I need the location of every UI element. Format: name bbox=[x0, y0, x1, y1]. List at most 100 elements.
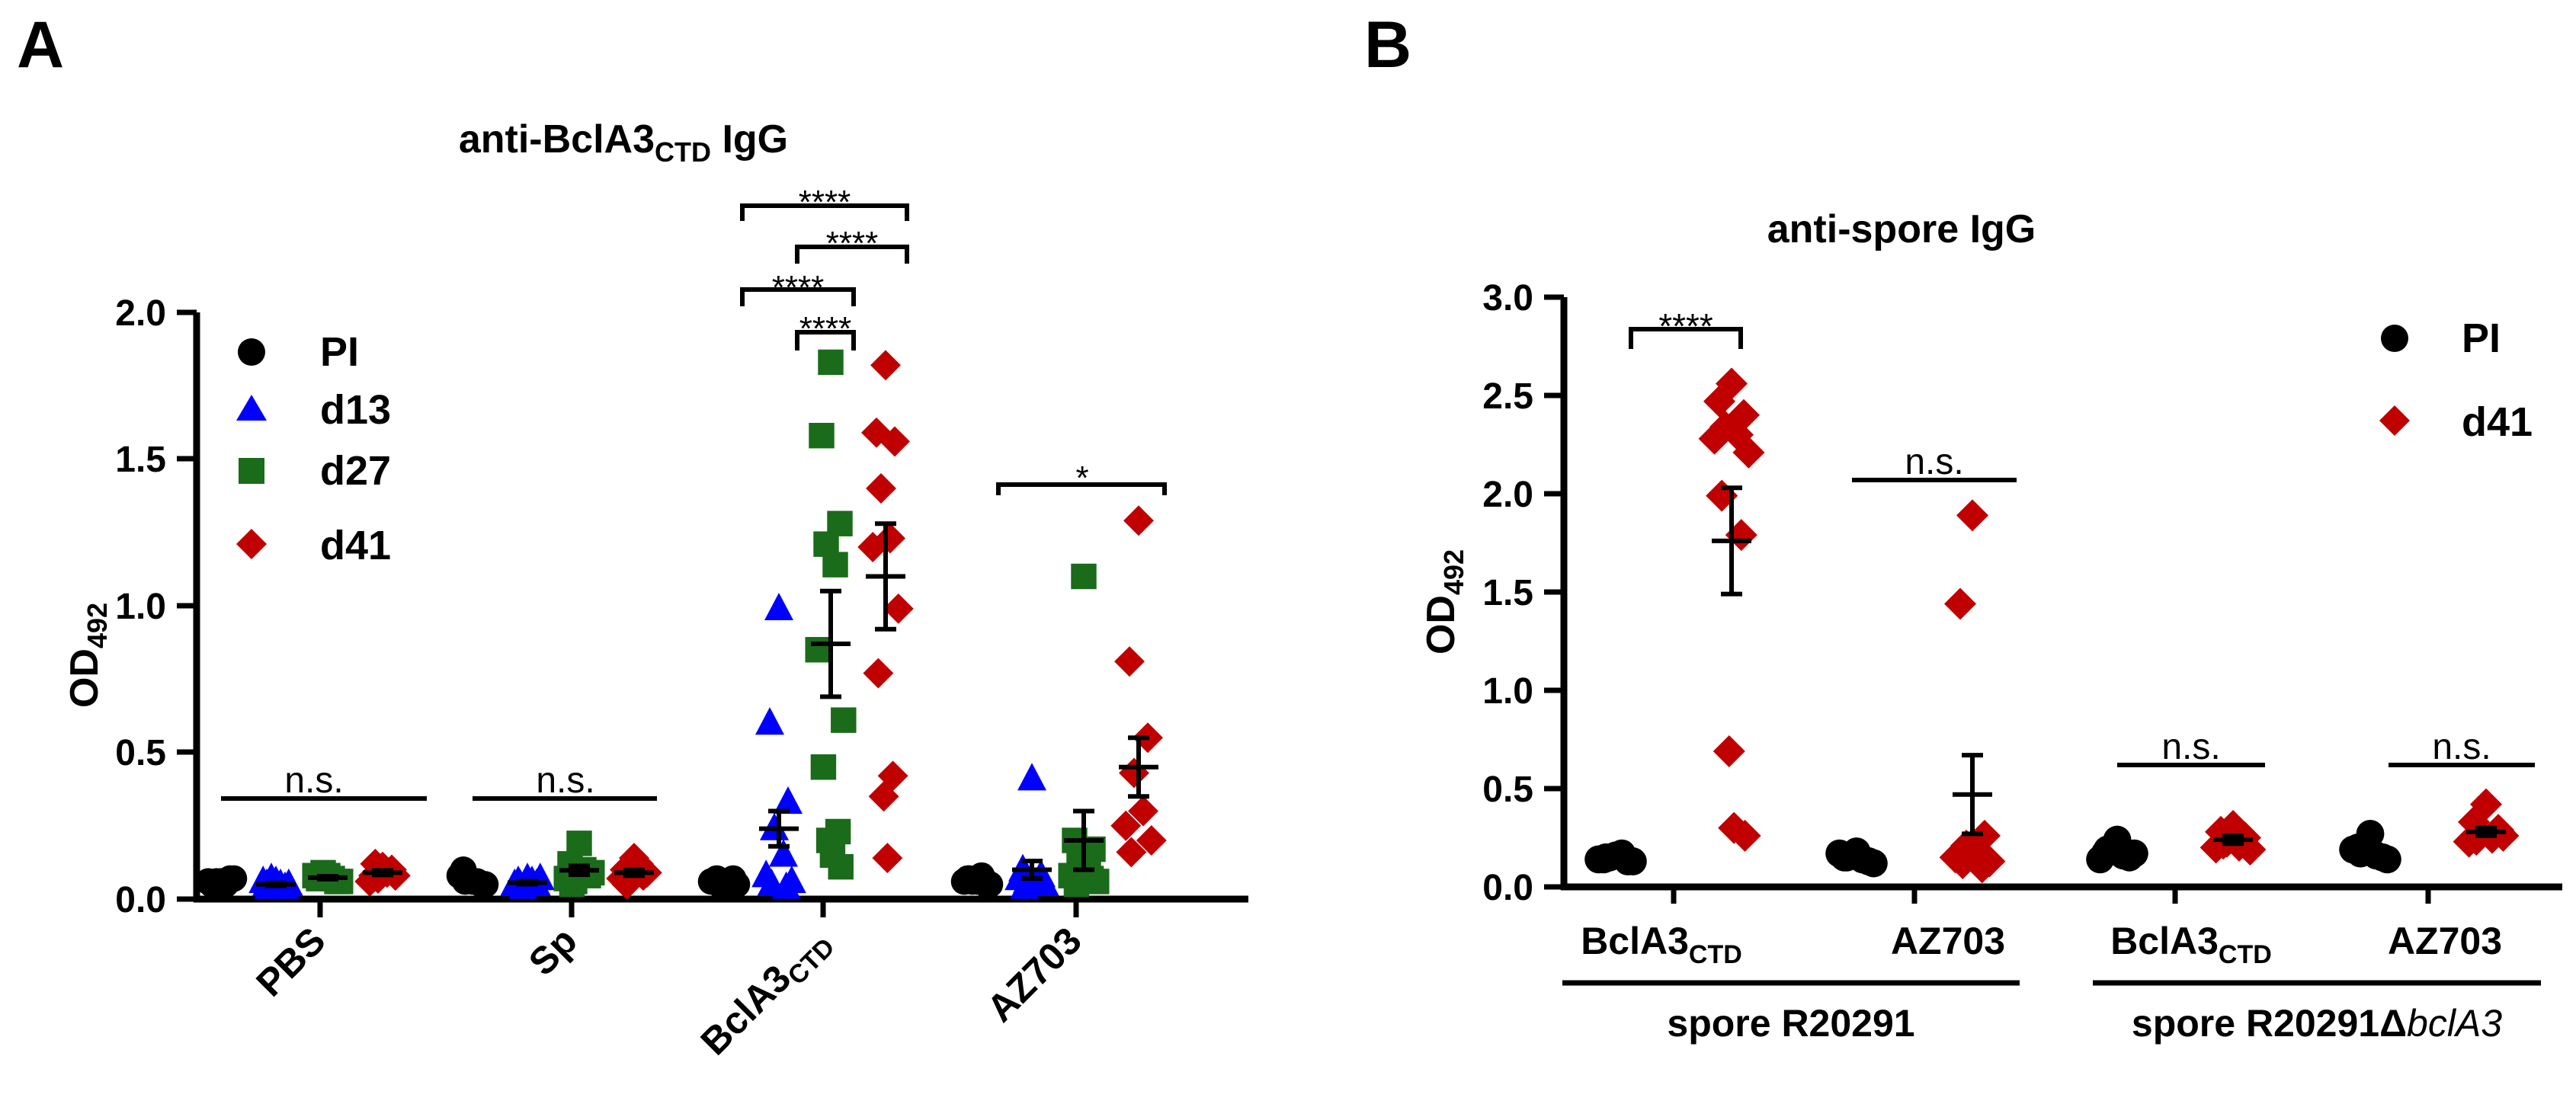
data-point-diamond bbox=[1116, 837, 1147, 868]
sig-bracket-bcla3-d13-d41 bbox=[795, 245, 909, 264]
panel-b-group-labels: spore R20291 spore R20291ΔbclA3 bbox=[1562, 980, 2541, 1045]
panel-b-y-tick-label: 0.0 bbox=[1482, 868, 1533, 908]
sig-label-bcla3-d13-d41: **** bbox=[826, 225, 879, 262]
panel-a-y-tick-label: 0.5 bbox=[115, 733, 166, 773]
group-label-r20291: spore R20291 bbox=[1667, 1002, 1914, 1045]
panel-b-x-tick-label: AZ703 bbox=[2388, 920, 2502, 962]
panel-b-y-axis-label: OD492 bbox=[1419, 549, 1469, 655]
panel-b-points bbox=[1584, 367, 2520, 884]
data-point-square bbox=[1071, 563, 1097, 590]
data-point-triangle bbox=[1010, 871, 1040, 899]
panel-b-y-tick-label: 2.5 bbox=[1482, 376, 1533, 417]
panel-b-significance: **** n.s. n.s. n.s. bbox=[1629, 306, 2535, 767]
data-point-diamond bbox=[1114, 646, 1145, 677]
panel-a-x-tick-label: AZ703 bbox=[979, 919, 1090, 1030]
legend-marker-triangle bbox=[236, 395, 267, 421]
legend-marker-square bbox=[239, 458, 264, 484]
data-point-diamond bbox=[1966, 851, 1998, 884]
data-point-diamond bbox=[861, 417, 892, 448]
panel-a-y-tick-label: 1.5 bbox=[115, 440, 166, 480]
panel-b-y-tick-label: 1.0 bbox=[1482, 671, 1533, 712]
sig-label-dbcla3-az703: n.s. bbox=[2432, 727, 2491, 767]
data-point-circle bbox=[723, 871, 751, 898]
sig-label-az703-pi-d41: * bbox=[1075, 459, 1088, 497]
sig-label-r20291-bcla3: **** bbox=[1658, 306, 1713, 346]
data-point-square bbox=[818, 349, 844, 376]
panel-b-y-tick-label: 3.0 bbox=[1482, 278, 1533, 318]
data-point-diamond bbox=[360, 848, 391, 879]
panel-a-label: A bbox=[17, 8, 64, 82]
data-point-triangle bbox=[769, 839, 798, 867]
data-point-diamond bbox=[380, 860, 411, 891]
panel-a-x-tick-label: PBS bbox=[248, 919, 333, 1004]
panel-b-legend: PI d41 bbox=[2379, 315, 2533, 445]
sig-bracket-r20291-bcla3 bbox=[1629, 327, 1743, 349]
data-point-diamond bbox=[1713, 735, 1745, 767]
sig-label-r20291-az703: n.s. bbox=[1905, 442, 1963, 482]
data-point-triangle bbox=[755, 707, 784, 735]
legend-marker-circle bbox=[238, 338, 265, 366]
panel-a-x-tick-label: BclA3CTD bbox=[693, 919, 841, 1067]
panel-a-title: anti-BclA3CTD IgG bbox=[459, 117, 788, 168]
panel-b-error-bars bbox=[1596, 485, 2506, 862]
data-point-diamond bbox=[866, 473, 896, 504]
panel-a: A anti-BclA3CTD IgG OD492 0.0 0.5 1.0 1.… bbox=[17, 8, 1248, 1067]
data-point-diamond bbox=[1128, 795, 1158, 827]
data-point-diamond bbox=[868, 781, 899, 812]
panel-b-y-ticks: 0.0 0.5 1.0 1.5 2.0 2.5 3.0 bbox=[1482, 278, 1564, 908]
legend-item-d41: d41 bbox=[236, 523, 391, 568]
sig-label-ns-sp: n.s. bbox=[536, 760, 594, 801]
data-point-triangle bbox=[771, 871, 801, 899]
sig-bracket-bcla3-pi-d41 bbox=[740, 203, 909, 221]
sig-label-bcla3-pi-d41: **** bbox=[799, 184, 851, 221]
sig-label-bcla3-pi-d27: **** bbox=[772, 269, 825, 306]
data-point-diamond bbox=[1123, 505, 1154, 536]
data-point-diamond bbox=[354, 866, 386, 897]
sig-bracket-bcla3-d13-d27 bbox=[795, 330, 856, 350]
data-point-diamond bbox=[875, 523, 905, 554]
panel-a-y-axis-label: OD492 bbox=[62, 603, 113, 708]
data-point-square bbox=[810, 754, 837, 780]
panel-b-label: B bbox=[1364, 8, 1411, 82]
legend-label: PI bbox=[320, 329, 359, 375]
data-point-diamond bbox=[1119, 757, 1149, 789]
legend-label: d41 bbox=[320, 523, 391, 568]
data-point-square bbox=[805, 637, 831, 663]
data-point-diamond bbox=[877, 760, 908, 792]
panel-a-y-tick-label: 0.0 bbox=[115, 880, 166, 920]
legend-item-d41: d41 bbox=[2379, 399, 2533, 445]
panel-a-legend: PI d13 d27 d41 bbox=[236, 329, 391, 568]
legend-item-pi: PI bbox=[238, 329, 359, 375]
sig-bracket-az703-pi-d41 bbox=[996, 482, 1167, 495]
data-point-diamond bbox=[1956, 499, 1988, 532]
panel-b-x-tick-label: BclA3CTD bbox=[1581, 920, 1742, 969]
sig-label-ns-pbs: n.s. bbox=[284, 760, 343, 801]
data-point-square bbox=[822, 552, 848, 578]
data-point-triangle bbox=[1017, 763, 1046, 791]
data-point-triangle bbox=[764, 592, 793, 621]
legend-item-d27: d27 bbox=[239, 448, 391, 494]
sig-bracket-bcla3-pi-d27 bbox=[740, 287, 856, 306]
legend-label: d27 bbox=[320, 448, 391, 494]
panel-b-y-tick-label: 0.5 bbox=[1482, 770, 1533, 810]
legend-label: d13 bbox=[320, 387, 391, 433]
group-label-r20291-dbcla3: spore R20291ΔbclA3 bbox=[2132, 1002, 2502, 1045]
data-point-diamond bbox=[870, 350, 901, 381]
data-point-diamond bbox=[1698, 422, 1731, 455]
data-point-diamond bbox=[1729, 819, 1761, 852]
panel-b-y-tick-label: 1.5 bbox=[1482, 573, 1533, 613]
legend-marker-circle bbox=[2381, 325, 2408, 352]
data-point-diamond bbox=[857, 532, 889, 562]
data-point-circle bbox=[1619, 847, 1647, 875]
panel-b-x-ticks: BclA3CTD AZ703 BclA3CTD AZ703 bbox=[1581, 887, 2502, 969]
panel-b-x-tick-label: AZ703 bbox=[1891, 920, 2005, 962]
legend-item-d13: d13 bbox=[236, 387, 391, 433]
panel-a-y-ticks: 0.0 0.5 1.0 1.5 2.0 bbox=[115, 293, 197, 920]
data-point-triangle bbox=[1030, 868, 1059, 896]
data-point-diamond bbox=[863, 658, 894, 689]
legend-marker-diamond bbox=[236, 529, 267, 559]
data-point-diamond bbox=[1703, 385, 1735, 418]
panel-b-x-tick-label: BclA3CTD bbox=[2110, 920, 2272, 969]
panel-a-error-bars bbox=[201, 521, 1158, 888]
